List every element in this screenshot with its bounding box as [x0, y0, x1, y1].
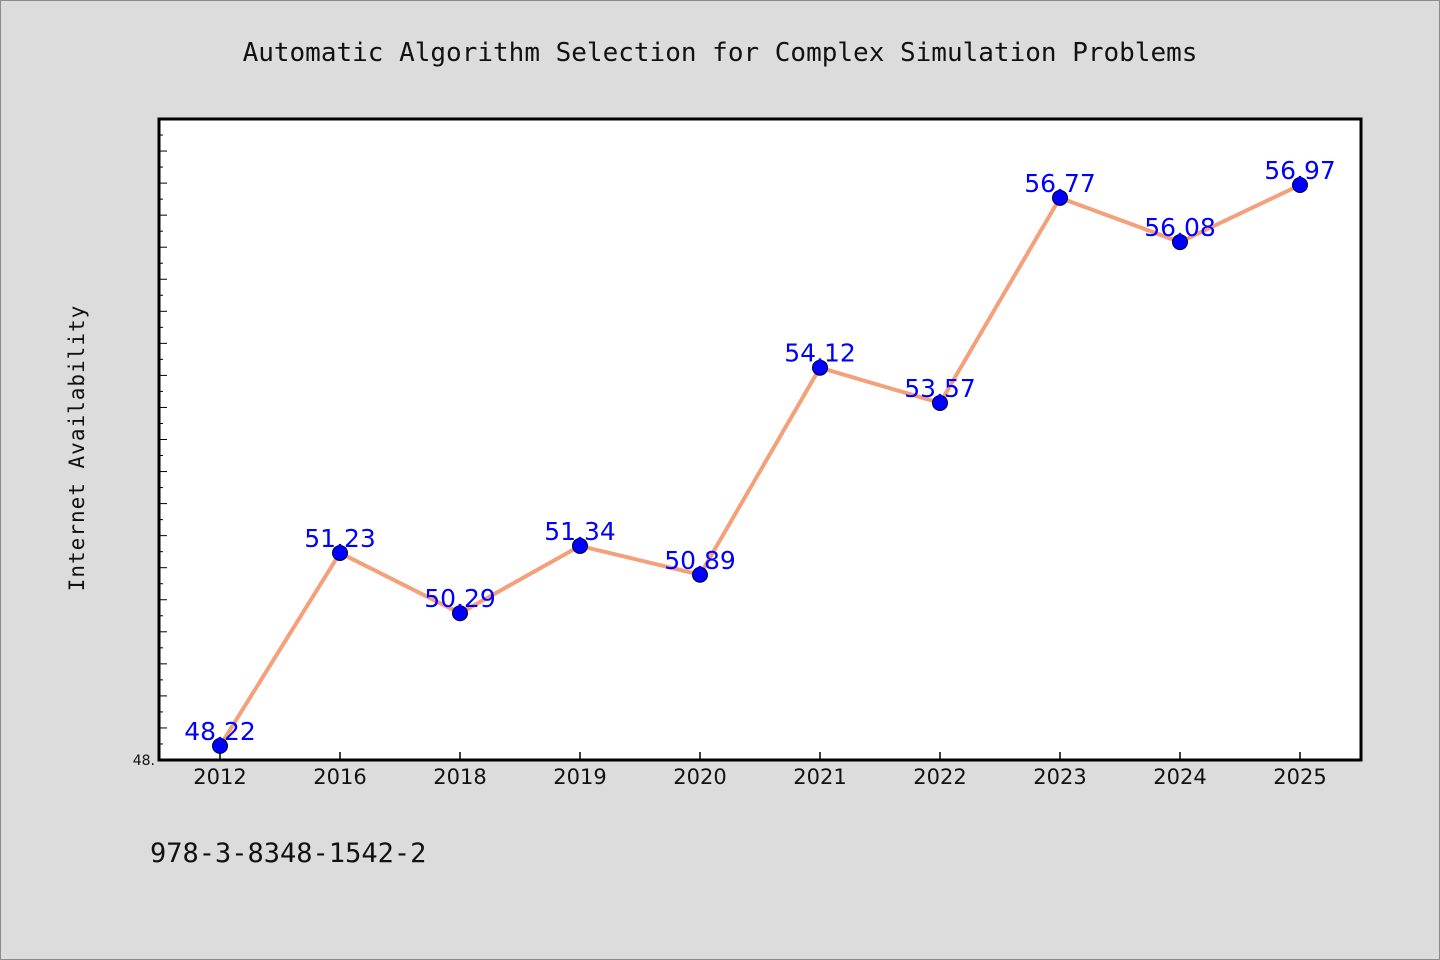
data-label: 56.08 — [1144, 213, 1216, 242]
x-tick-label: 2024 — [1153, 765, 1206, 789]
x-tick-label: 2020 — [673, 765, 726, 789]
chart-title: Automatic Algorithm Selection for Comple… — [243, 38, 1198, 68]
data-point — [1172, 234, 1188, 251]
x-tick-label: 2022 — [913, 765, 966, 789]
x-tick-label: 2016 — [313, 765, 366, 789]
data-point — [332, 544, 348, 561]
data-point — [1052, 189, 1068, 206]
data-label: 48.22 — [184, 717, 256, 746]
data-label: 50.29 — [424, 584, 496, 613]
y-axis-label: Internet Availability — [65, 305, 89, 592]
data-label: 54.12 — [784, 339, 856, 368]
data-point — [452, 605, 468, 622]
data-point — [812, 359, 828, 376]
data-point — [1292, 177, 1308, 194]
y-tick-label: 48. — [133, 753, 155, 769]
data-label: 50.89 — [664, 546, 736, 575]
data-point — [932, 394, 948, 411]
series-line — [218, 183, 1301, 747]
plot-area — [157, 117, 1363, 762]
x-tick-label: 2021 — [793, 765, 846, 789]
data-point — [692, 566, 708, 583]
data-labels: 48.22 51.23 50.29 51.34 50.89 54.12 53.57 56.77… — [184, 156, 1336, 746]
x-tick-label: 2012 — [193, 765, 246, 789]
series-markers — [212, 177, 1308, 754]
x-tick-label: 2025 — [1273, 765, 1326, 789]
data-label: 51.23 — [304, 524, 376, 553]
series-line-group — [218, 183, 1301, 747]
x-tick-label: 2019 — [553, 765, 606, 789]
x-axis-ticks: 2012 2016 2018 2019 2020 2021 2022 2023 2024 2025 — [193, 752, 1327, 789]
data-point — [212, 737, 228, 754]
x-tick-label: 2018 — [433, 765, 486, 789]
isbn-text: 978-3-8348-1542-2 — [150, 838, 426, 869]
data-label: 56.97 — [1264, 156, 1336, 185]
data-label: 56.77 — [1024, 169, 1096, 198]
data-point — [572, 537, 588, 554]
data-label: 51.34 — [544, 517, 616, 546]
y-axis-ticks: 48. — [133, 134, 167, 769]
x-tick-label: 2023 — [1033, 765, 1086, 789]
data-label: 53.57 — [904, 374, 976, 403]
